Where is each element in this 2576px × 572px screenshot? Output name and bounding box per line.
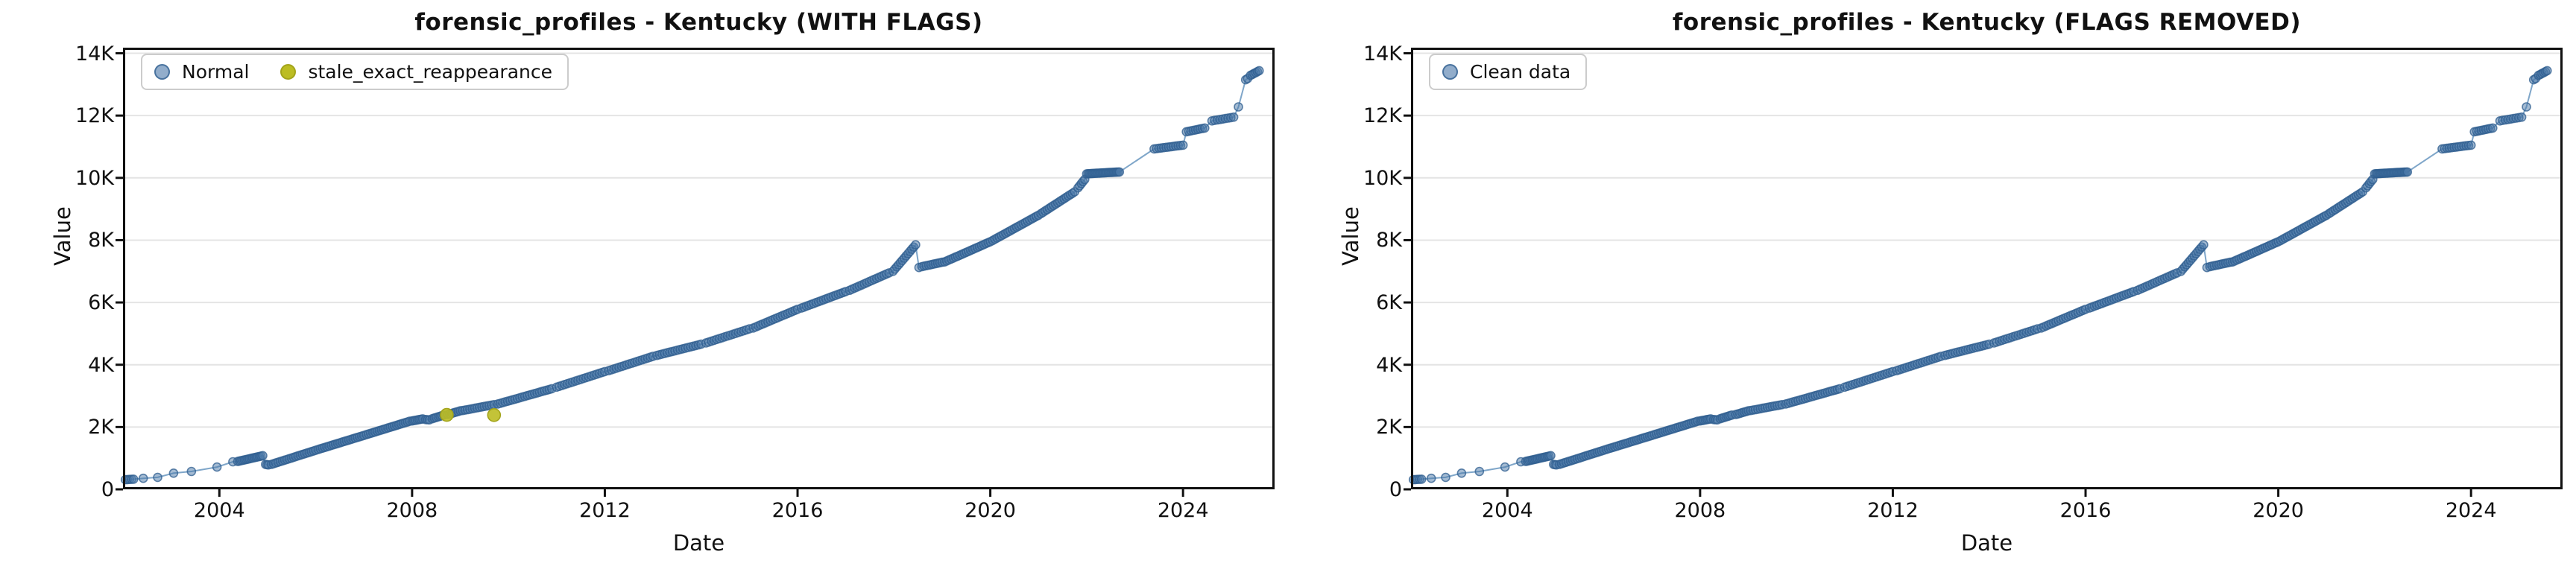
legend: Clean data <box>1429 54 1588 90</box>
legend-label: Normal <box>182 61 250 83</box>
y-tick-label: 8K <box>1376 229 1402 252</box>
data-point <box>2402 167 2413 177</box>
data-point <box>138 473 148 483</box>
data-point <box>2199 240 2209 250</box>
x-tick-label: 2024 <box>1157 499 1209 522</box>
trend-line <box>1413 70 2548 480</box>
data-point <box>1416 474 1427 484</box>
data-point <box>1114 167 1125 177</box>
data-point <box>2466 140 2476 150</box>
scatter-plot-svg <box>116 48 1275 497</box>
x-tick-label: 2016 <box>2059 499 2112 522</box>
data-point <box>1500 462 1510 472</box>
chart-title: forensic_profiles - Kentucky (FLAGS REMO… <box>1672 9 2302 36</box>
legend-item: stale_exact_reappearance <box>280 61 552 83</box>
y-tick-label: 12K <box>1363 104 1402 128</box>
data-point <box>1426 473 1436 483</box>
legend-label: stale_exact_reappearance <box>308 61 552 83</box>
x-axis-label: Date <box>1960 530 2013 556</box>
y-tick-label: 14K <box>1363 42 1402 66</box>
data-point <box>128 474 139 484</box>
plot-area: Normal stale_exact_reappearance <box>116 48 1275 497</box>
axes-spines <box>123 48 1275 489</box>
y-tick-label: 4K <box>88 353 114 377</box>
x-tick-label: 2024 <box>2445 499 2497 522</box>
y-tick-label: 8K <box>88 229 114 252</box>
scatter-plot-svg <box>1404 48 2563 497</box>
data-point <box>2488 123 2498 133</box>
y-tick-label: 10K <box>75 166 114 190</box>
y-tick-label: 0 <box>101 478 114 501</box>
data-point <box>1456 468 1467 478</box>
y-tick-label: 14K <box>75 42 114 66</box>
data-point <box>1474 466 1485 477</box>
data-point <box>168 468 179 478</box>
x-tick-label: 2008 <box>386 499 438 522</box>
chart-panel-with-flags: forensic_profiles - Kentucky (WITH FLAGS… <box>50 9 1275 556</box>
data-point <box>1441 472 1450 483</box>
x-tick-label: 2004 <box>1481 499 1533 522</box>
x-tick-label: 2012 <box>579 499 631 522</box>
data-point <box>1546 451 1556 461</box>
axes-spines <box>1411 48 2563 489</box>
data-point <box>1234 102 1243 112</box>
data-point <box>212 462 222 472</box>
normal-marker-icon <box>154 64 170 80</box>
data-point <box>1178 140 1188 150</box>
x-tick-label: 2016 <box>771 499 824 522</box>
plot-area: Clean data <box>1404 48 2563 497</box>
flagged-point <box>487 407 502 422</box>
data-point <box>911 240 921 250</box>
data-point <box>153 472 162 483</box>
x-axis-label: Date <box>672 530 725 556</box>
chart-title: forensic_profiles - Kentucky (WITH FLAGS… <box>414 9 983 36</box>
flagged-marker-icon <box>280 64 297 80</box>
chart-panel-flags-removed: forensic_profiles - Kentucky (FLAGS REMO… <box>1288 0 2576 572</box>
data-point <box>258 451 268 461</box>
legend-item: Normal <box>154 61 249 83</box>
x-tick-label: 2004 <box>193 499 245 522</box>
data-point <box>1254 66 1264 76</box>
y-tick-label: 12K <box>75 104 114 128</box>
x-tick-label: 2020 <box>965 499 1016 522</box>
normal-marker-icon <box>1442 64 1458 80</box>
trend-line <box>125 70 1260 480</box>
y-tick-label: 6K <box>88 291 114 315</box>
y-tick-label: 6K <box>1376 291 1402 315</box>
data-point <box>2522 102 2531 112</box>
data-point <box>2542 66 2552 76</box>
flagged-point <box>440 407 454 422</box>
x-tick-label: 2020 <box>2253 499 2304 522</box>
data-point <box>186 466 197 477</box>
data-point <box>1200 123 1210 133</box>
data-point <box>2516 112 2527 122</box>
legend-label: Clean data <box>1470 61 1571 83</box>
y-tick-label: 2K <box>1376 416 1402 439</box>
x-tick-label: 2008 <box>1674 499 1726 522</box>
y-tick-label: 0 <box>1389 478 1402 501</box>
legend-item: Clean data <box>1442 61 1570 83</box>
legend: Normal stale_exact_reappearance <box>141 54 569 90</box>
y-tick-label: 10K <box>1363 166 1402 190</box>
y-tick-label: 2K <box>88 416 114 439</box>
x-tick-label: 2012 <box>1867 499 1919 522</box>
y-tick-label: 4K <box>1376 353 1402 377</box>
data-point <box>1228 112 1239 122</box>
